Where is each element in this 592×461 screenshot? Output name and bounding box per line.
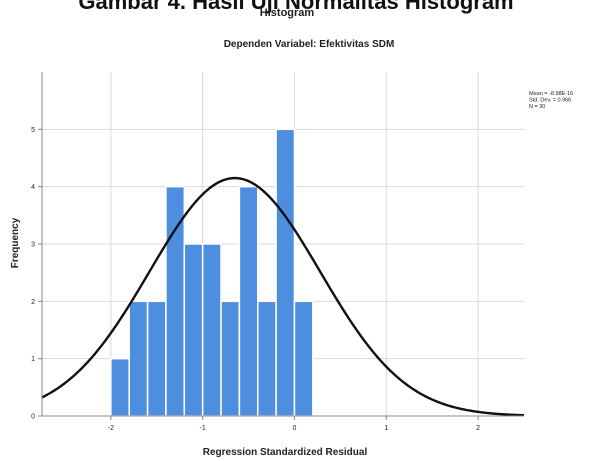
stats-line: Mean = -8.98E-16 <box>529 91 573 97</box>
y-tick-label: 0 <box>31 414 35 421</box>
histogram-bar <box>238 185 259 417</box>
chart-subtitle: Dependen Variabel: Efektivitas SDM <box>224 39 395 50</box>
y-axis-label: Frequency <box>10 217 21 268</box>
histogram-bar <box>220 300 241 417</box>
histogram-bar <box>128 300 149 417</box>
y-tick-label: 5 <box>31 127 35 134</box>
y-tick-label: 1 <box>31 356 35 363</box>
y-tick-label: 4 <box>31 184 35 191</box>
stats-line: Std. Dev. = 0.966 <box>529 98 571 104</box>
x-tick-label: 1 <box>384 425 388 432</box>
x-tick-label: -2 <box>108 425 114 432</box>
x-tick-label: -1 <box>200 425 206 432</box>
normal-curve <box>41 176 525 417</box>
figure-heading: Gambar 4. Hasil Uji Normalitas Histogram <box>78 0 514 14</box>
histogram-bar <box>110 357 130 417</box>
y-tick-label: 2 <box>31 299 35 306</box>
histogram-bar <box>257 300 277 417</box>
histogram-bar <box>201 243 222 417</box>
histogram-bar <box>275 128 296 417</box>
x-axis-label: Regression Standardized Residual <box>203 447 368 458</box>
histogram-bar <box>293 300 314 417</box>
bars <box>110 128 314 417</box>
y-tick-label: 3 <box>31 242 35 249</box>
axes <box>38 72 524 420</box>
chart-title: Histogram <box>260 7 315 19</box>
x-tick-label: 2 <box>476 425 480 432</box>
stats-line: N = 30 <box>529 104 545 110</box>
x-tick-label: 0 <box>293 425 297 432</box>
histogram-bar <box>146 300 167 417</box>
tick-labels: -2 -1 0 1 2 0 1 2 3 4 5 <box>31 127 480 432</box>
histogram-bar <box>183 243 204 417</box>
normal-curve-line <box>41 176 525 417</box>
